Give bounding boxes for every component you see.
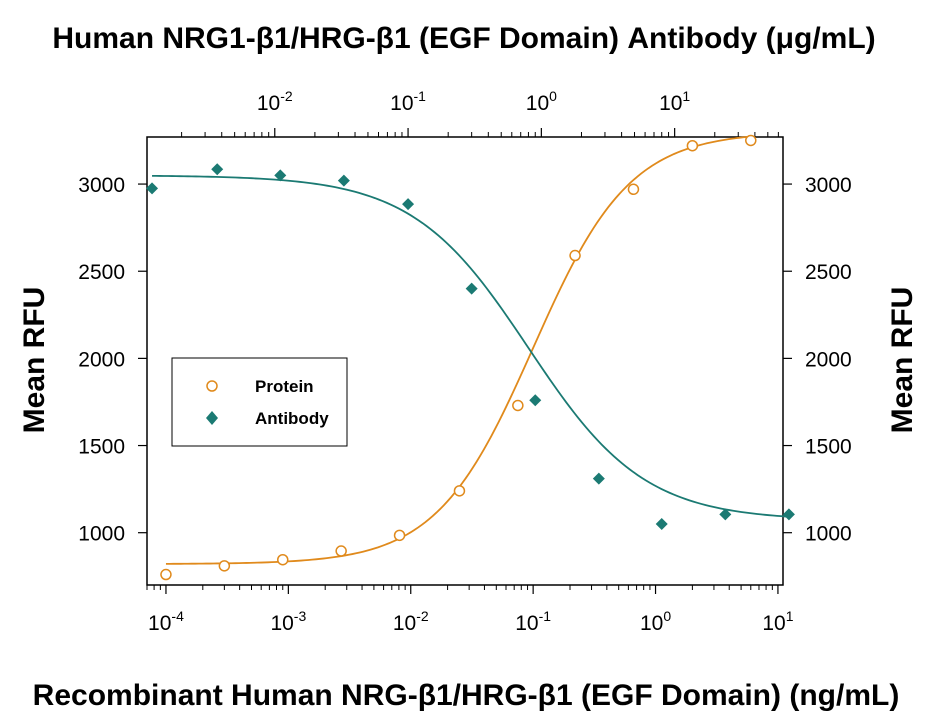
y-axis-title-right: Mean RFU bbox=[886, 287, 919, 434]
data-point-protein bbox=[627, 183, 640, 196]
axes: 10-4 10-3 10-2 10-1 100 101 10-2 10-1 100 101 1000… bbox=[78, 88, 851, 635]
legend-label-protein: Protein bbox=[255, 377, 314, 396]
data-points bbox=[146, 134, 795, 581]
data-point-antibody bbox=[274, 169, 287, 182]
y-tick-label-right: 1500 bbox=[805, 436, 852, 459]
fit-curve-protein bbox=[165, 135, 751, 565]
legend-box bbox=[171, 357, 348, 447]
data-point-protein bbox=[569, 249, 581, 262]
x-tick-label: 10-1 bbox=[515, 608, 551, 635]
y-tick-label-left: 2500 bbox=[78, 261, 125, 284]
data-point-antibody bbox=[211, 163, 224, 176]
plot-frame bbox=[146, 136, 784, 586]
data-point-antibody bbox=[402, 198, 415, 211]
fit-curves bbox=[152, 135, 789, 565]
data-point-antibody bbox=[655, 517, 668, 530]
x-tick-label: 10-3 bbox=[270, 608, 306, 635]
data-point-protein bbox=[277, 553, 289, 566]
data-point-protein bbox=[745, 134, 757, 147]
data-point-protein bbox=[160, 568, 172, 581]
data-point-protein bbox=[686, 139, 699, 152]
y-tick-label-right: 3000 bbox=[805, 174, 852, 197]
y-tick-label-right: 1000 bbox=[805, 523, 852, 546]
top-tick-label: 100 bbox=[526, 88, 557, 115]
data-point-protein bbox=[512, 399, 524, 412]
data-point-protein bbox=[393, 529, 406, 542]
fit-curve-antibody bbox=[152, 174, 789, 518]
data-point-antibody bbox=[146, 182, 159, 195]
top-tick-label: 101 bbox=[659, 88, 690, 115]
y-tick-label-left: 1000 bbox=[78, 523, 125, 546]
data-point-antibody bbox=[529, 394, 542, 407]
data-point-protein bbox=[453, 485, 466, 497]
top-axis-title: Human NRG1-β1/HRG-β1 (EGF Domain) Antibo… bbox=[52, 22, 875, 55]
y-tick-label-left: 3000 bbox=[78, 174, 125, 197]
legend-marker-antibody bbox=[206, 411, 218, 425]
data-point-antibody bbox=[337, 174, 350, 187]
x-tick-label: 10-2 bbox=[393, 608, 429, 635]
y-tick-label-left: 1500 bbox=[78, 436, 125, 459]
top-tick-label: 10-1 bbox=[390, 88, 426, 115]
data-point-antibody bbox=[592, 472, 605, 485]
x-tick-label: 10-4 bbox=[148, 608, 184, 635]
top-tick-label: 10-2 bbox=[257, 88, 293, 115]
data-point-protein bbox=[218, 560, 231, 572]
y-tick-label-left: 2000 bbox=[78, 348, 125, 371]
data-point-antibody bbox=[465, 282, 478, 295]
x-tick-label: 101 bbox=[762, 608, 793, 635]
y-axis-title-left: Mean RFU bbox=[18, 287, 51, 434]
y-tick-label-right: 2500 bbox=[805, 261, 852, 284]
legend-label-antibody: Antibody bbox=[255, 409, 329, 428]
x-tick-label: 100 bbox=[640, 608, 671, 635]
data-point-protein bbox=[335, 545, 347, 557]
data-point-antibody bbox=[782, 508, 795, 521]
legend: Protein Antibody bbox=[171, 357, 348, 447]
x-axis-title: Recombinant Human NRG-β1/HRG-β1 (EGF Dom… bbox=[33, 679, 900, 712]
y-tick-label-right: 2000 bbox=[805, 348, 852, 371]
data-point-antibody bbox=[719, 508, 732, 521]
legend-marker-protein bbox=[206, 380, 218, 392]
